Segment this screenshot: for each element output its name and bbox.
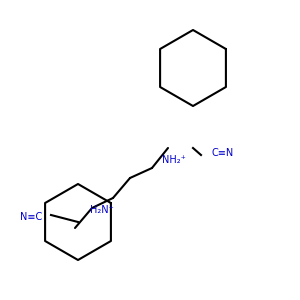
Text: C≡N: C≡N [212,148,234,158]
Text: N≡C: N≡C [20,212,43,223]
Text: NH₂⁺: NH₂⁺ [162,155,186,165]
Text: H₂N⁺: H₂N⁺ [90,205,114,215]
